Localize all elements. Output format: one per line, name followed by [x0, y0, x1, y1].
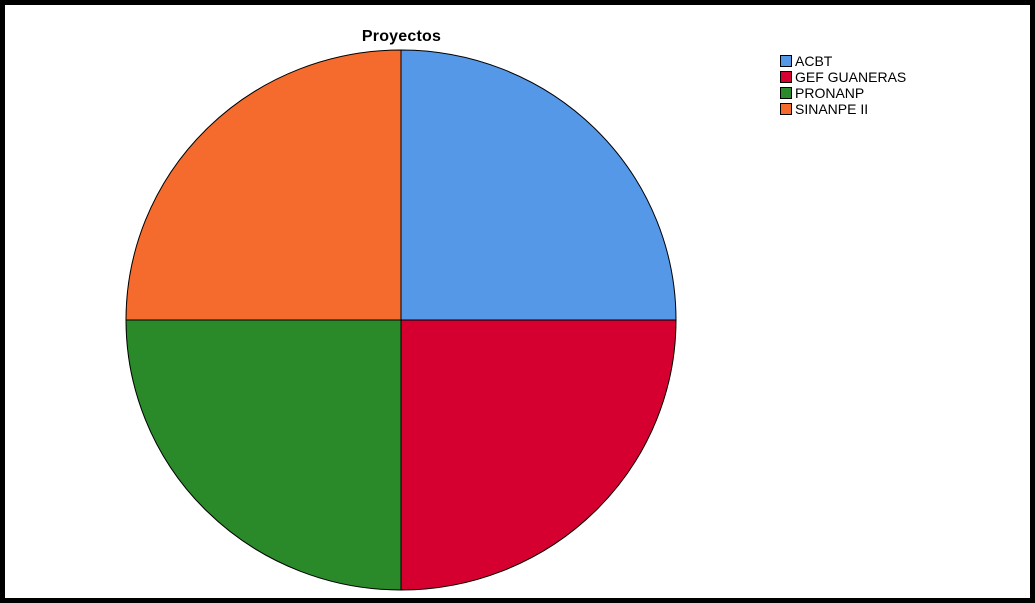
- legend-item: PRONANP: [780, 85, 906, 101]
- legend-swatch: [780, 103, 792, 115]
- legend-swatch: [780, 87, 792, 99]
- legend-swatch: [780, 71, 792, 83]
- pie-slice-sinanpe-ii: [125, 49, 402, 321]
- chart-title: Proyectos: [361, 28, 442, 45]
- legend-item: GEF GUANERAS: [780, 69, 906, 85]
- pie-slice-pronanp: [125, 319, 402, 591]
- legend-item: SINANPE II: [780, 101, 906, 117]
- legend: ACBT GEF GUANERAS PRONANP SINANPE II: [780, 53, 906, 117]
- pie-slices: [125, 49, 677, 591]
- pie-slice-gef-guaneras: [400, 319, 677, 591]
- legend-swatch: [780, 55, 792, 67]
- legend-label: PRONANP: [795, 85, 865, 101]
- pie-slice-acbt: [400, 49, 677, 321]
- legend-label: ACBT: [795, 53, 833, 69]
- legend-label: SINANPE II: [795, 101, 869, 117]
- legend-label: GEF GUANERAS: [795, 69, 907, 85]
- legend-item: ACBT: [780, 53, 906, 69]
